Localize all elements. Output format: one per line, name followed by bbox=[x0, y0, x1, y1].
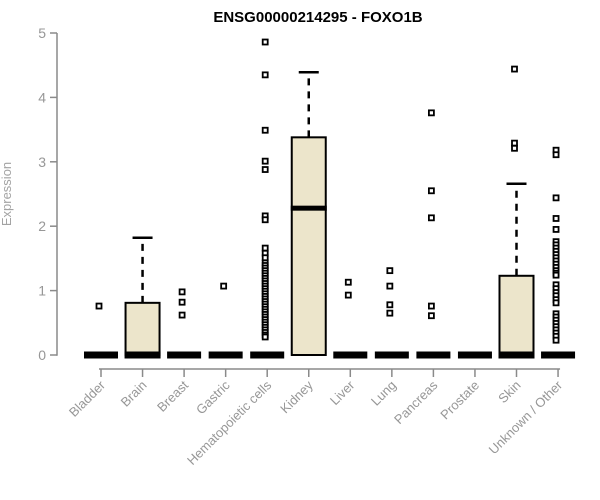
outlier-point bbox=[261, 216, 269, 224]
box-group-pancreas bbox=[416, 109, 451, 359]
y-tick-label: 4 bbox=[38, 89, 46, 105]
box-kidney bbox=[290, 136, 327, 356]
box-group-skin bbox=[498, 65, 535, 359]
outlier-point bbox=[552, 299, 560, 307]
outlier-point bbox=[261, 157, 269, 165]
outlier-point bbox=[552, 151, 560, 159]
outlier-point bbox=[178, 288, 186, 296]
y-tick-label: 5 bbox=[38, 25, 46, 41]
box-skin bbox=[498, 274, 535, 356]
x-tick-label-skin: Skin bbox=[495, 378, 523, 406]
box-group-kidney bbox=[290, 71, 327, 356]
y-axis: 0 1 2 3 4 5 bbox=[38, 25, 58, 363]
outlier-point bbox=[552, 194, 560, 202]
box-group-breast bbox=[167, 288, 202, 359]
outlier-point bbox=[178, 298, 186, 306]
y-axis-label: Expression bbox=[0, 162, 14, 226]
outlier-point bbox=[261, 166, 269, 173]
outlier-point bbox=[511, 144, 518, 152]
box-group-gastric bbox=[208, 282, 243, 359]
median-line bbox=[290, 205, 327, 211]
outlier-point bbox=[511, 65, 518, 73]
median-line-zero bbox=[167, 351, 202, 359]
outlier-point bbox=[261, 38, 269, 46]
x-tick-label-gastric: Gastric bbox=[193, 377, 233, 417]
median-line bbox=[498, 351, 535, 359]
outlier-point bbox=[344, 278, 352, 286]
y-tick-label: 1 bbox=[38, 283, 46, 299]
outlier-point bbox=[552, 271, 560, 279]
outlier-point bbox=[261, 333, 269, 341]
x-tick-label-unknown-other: Unknown / Other bbox=[486, 377, 566, 457]
outlier-point bbox=[386, 267, 394, 275]
box-group-unknown-other bbox=[541, 146, 576, 359]
outlier-point bbox=[386, 309, 394, 317]
outlier-point bbox=[178, 311, 186, 319]
box-group-liver bbox=[333, 278, 368, 359]
x-tick-label-pancreas: Pancreas bbox=[391, 377, 441, 427]
box-brain bbox=[124, 301, 161, 356]
outlier-point bbox=[261, 254, 269, 262]
outlier-point bbox=[552, 336, 560, 344]
median-line-zero bbox=[208, 351, 243, 359]
outlier-point bbox=[95, 302, 103, 310]
median-line-zero bbox=[374, 351, 409, 359]
median-line-zero bbox=[457, 351, 492, 359]
outlier-point bbox=[427, 187, 435, 195]
y-tick-label: 3 bbox=[38, 154, 46, 170]
outlier-point bbox=[386, 301, 394, 309]
outlier-point bbox=[261, 71, 269, 79]
outlier-point bbox=[552, 215, 560, 222]
outlier-point bbox=[261, 244, 269, 252]
x-tick-label-liver: Liver bbox=[327, 377, 358, 408]
outlier-point bbox=[427, 302, 435, 310]
median-line bbox=[124, 351, 161, 359]
box-group-bladder bbox=[84, 302, 118, 359]
median-line-zero bbox=[416, 351, 451, 359]
x-tick-label-prostate: Prostate bbox=[437, 378, 482, 423]
outlier-point bbox=[344, 291, 352, 299]
x-tick-label-bladder: Bladder bbox=[66, 377, 109, 420]
x-tick-label-kidney: Kidney bbox=[277, 377, 316, 416]
median-line-zero bbox=[250, 351, 285, 359]
box-group-prostate bbox=[457, 351, 492, 359]
x-tick-label-breast: Breast bbox=[154, 377, 191, 414]
outlier-point bbox=[511, 139, 518, 147]
box-marks bbox=[84, 38, 576, 359]
outlier-point bbox=[427, 109, 435, 117]
outlier-point bbox=[386, 282, 394, 290]
outlier-point bbox=[261, 126, 269, 134]
x-tick-label-brain: Brain bbox=[118, 378, 150, 410]
median-line-zero bbox=[541, 351, 576, 359]
box-group-lung bbox=[374, 267, 409, 359]
y-tick-label: 2 bbox=[38, 218, 46, 234]
outlier-point bbox=[427, 214, 435, 222]
y-tick-label: 0 bbox=[38, 347, 46, 363]
x-tick-label-lung: Lung bbox=[368, 378, 399, 409]
outlier-point bbox=[220, 282, 228, 290]
box-group-brain bbox=[124, 236, 161, 359]
median-line-zero bbox=[333, 351, 368, 359]
outlier-point bbox=[427, 312, 435, 320]
chart-title: ENSG00000214295 - FOXO1B bbox=[213, 9, 422, 26]
median-line-zero bbox=[84, 351, 118, 359]
outlier-point bbox=[552, 226, 560, 233]
box-group-hematopoietic-cells bbox=[250, 38, 285, 359]
